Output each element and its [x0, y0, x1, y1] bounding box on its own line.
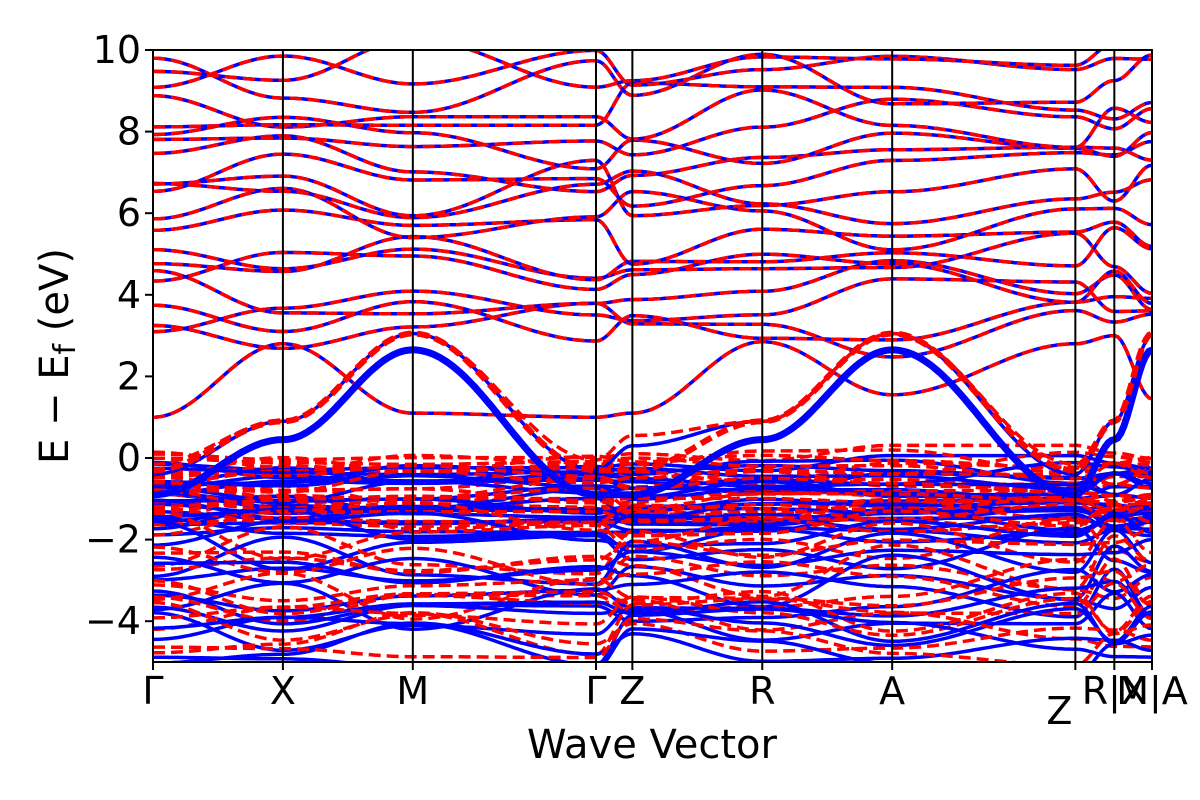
x-axis: Γ X M Γ Z R A Z R|XM|A — [142, 662, 1188, 733]
band-line-red — [153, 225, 1152, 282]
highlight-band-blue — [153, 346, 1152, 499]
band-line-blue — [153, 186, 1152, 252]
kpoint-lines — [281, 50, 1116, 662]
y-axis-label-main: E − E — [32, 354, 78, 464]
y-tick-label: 8 — [117, 110, 141, 154]
band-line-red — [153, 50, 1152, 90]
band-line-red — [153, 461, 1152, 487]
x-tick-label: Γ — [585, 669, 606, 713]
band-line-red — [153, 301, 1152, 359]
band-line-red — [153, 498, 1152, 544]
x-tick-label: Γ — [142, 669, 163, 713]
band-line-red — [153, 597, 1152, 657]
band-line-red — [153, 333, 1152, 419]
y-tick-label: 4 — [117, 273, 141, 317]
band-line-blue — [153, 627, 1152, 662]
x-tick-label: A — [879, 669, 905, 713]
band-line-red — [153, 494, 1152, 518]
band-line-red — [153, 277, 1152, 334]
band-line-red — [153, 467, 1152, 494]
band-line-blue — [153, 508, 1152, 554]
band-line-red — [153, 527, 1152, 573]
y-tick-label: 6 — [117, 191, 141, 235]
band-line-blue — [153, 511, 1152, 548]
x-tick-label: Z — [1046, 689, 1072, 733]
band-line-red — [153, 158, 1152, 218]
x-tick-label: R|X — [1082, 669, 1147, 714]
band-line-red — [153, 294, 1152, 343]
band-line-red — [153, 456, 1152, 481]
band-line-blue — [153, 471, 1152, 499]
y-tick-label: 0 — [117, 436, 141, 480]
band-line-blue — [153, 512, 1152, 539]
band-line-red — [153, 616, 1152, 662]
band-line-red — [153, 487, 1152, 505]
band-line-red — [153, 611, 1152, 655]
band-line-blue — [153, 567, 1152, 626]
x-axis-label: Wave Vector — [527, 722, 778, 768]
band-line-red — [153, 52, 1152, 115]
x-tick-label: M|A — [1116, 669, 1188, 714]
band-line-blue — [153, 519, 1152, 575]
band-line-red — [153, 250, 1152, 306]
band-line-red — [153, 81, 1152, 129]
band-line-red — [153, 186, 1152, 252]
band-line-red — [153, 501, 1152, 538]
bands-layer — [153, 50, 1152, 662]
x-tick-label: M — [396, 669, 429, 713]
y-axis-label: E − Ef (eV) — [32, 248, 83, 464]
y-axis-label-unit: (eV) — [32, 248, 78, 344]
band-line-red — [153, 97, 1152, 157]
band-line-red — [153, 139, 1152, 208]
band-line-red — [153, 543, 1152, 601]
band-line-red — [153, 115, 1152, 171]
band-line-red — [153, 50, 1103, 89]
band-line-blue — [153, 208, 1152, 266]
band-line-blue — [153, 537, 1152, 583]
band-line-red — [153, 208, 1152, 266]
band-line-blue — [153, 553, 1152, 611]
band-line-blue — [153, 600, 1152, 646]
band-line-red — [153, 569, 1152, 621]
x-tick-label: X — [270, 669, 296, 713]
band-line-blue — [153, 331, 1152, 477]
y-axis-label-sub: f — [48, 342, 83, 354]
y-tick-label: −4 — [85, 599, 141, 643]
y-tick-label: 2 — [117, 354, 141, 398]
x-tick-label: Z — [619, 669, 645, 713]
y-axis: −4 −2 0 2 4 6 8 10 — [85, 28, 153, 643]
band-line-red — [153, 134, 1152, 194]
y-tick-label: −2 — [85, 518, 141, 562]
plot-frame — [152, 49, 1153, 663]
band-line-red — [153, 589, 1152, 636]
x-tick-label: R — [749, 669, 775, 713]
band-line-red — [153, 594, 1152, 642]
y-tick-label: 10 — [93, 28, 141, 72]
band-line-red — [153, 258, 1152, 316]
band-line-blue — [153, 81, 1152, 129]
band-line-red — [153, 450, 1152, 479]
band-line-red — [153, 502, 1152, 528]
highlight-band-red — [153, 330, 1152, 474]
